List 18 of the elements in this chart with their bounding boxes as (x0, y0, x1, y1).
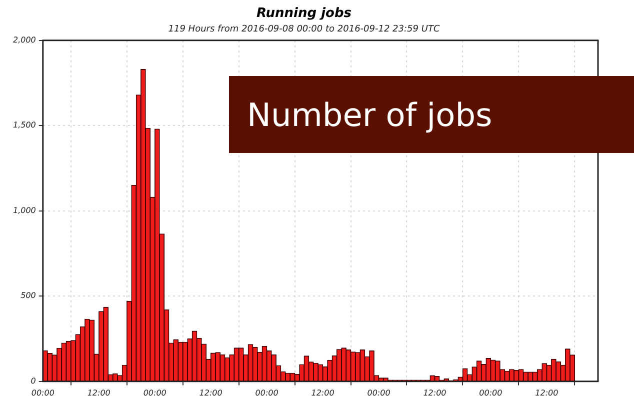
x-tick-label: 12:00 (87, 388, 110, 398)
x-tick-label: 00:00 (367, 388, 390, 398)
y-tick-label: 0 (30, 376, 36, 386)
x-tick-label: 12:00 (199, 388, 222, 398)
x-tick-label: 00:00 (255, 388, 278, 398)
x-tick-label: 12:00 (535, 388, 558, 398)
chart-title: Running jobs (256, 6, 352, 22)
x-tick-label: 00:00 (31, 388, 54, 398)
caption-banner: Number of jobs (229, 76, 634, 153)
x-tick-label: 12:00 (311, 388, 334, 398)
x-tick-label: 00:00 (479, 388, 502, 398)
chart-subtitle: 119 Hours from 2016-09-08 00:00 to 2016-09-12 23:59 UTC (168, 24, 440, 34)
x-tick-label: 12:00 (423, 388, 446, 398)
y-tick-label: 1,500 (12, 120, 36, 130)
y-tick-label: 1,000 (12, 206, 36, 215)
y-tick-label: 500 (20, 291, 36, 300)
y-tick-label: 2,000 (12, 35, 36, 44)
x-tick-label: 00:00 (143, 388, 166, 398)
